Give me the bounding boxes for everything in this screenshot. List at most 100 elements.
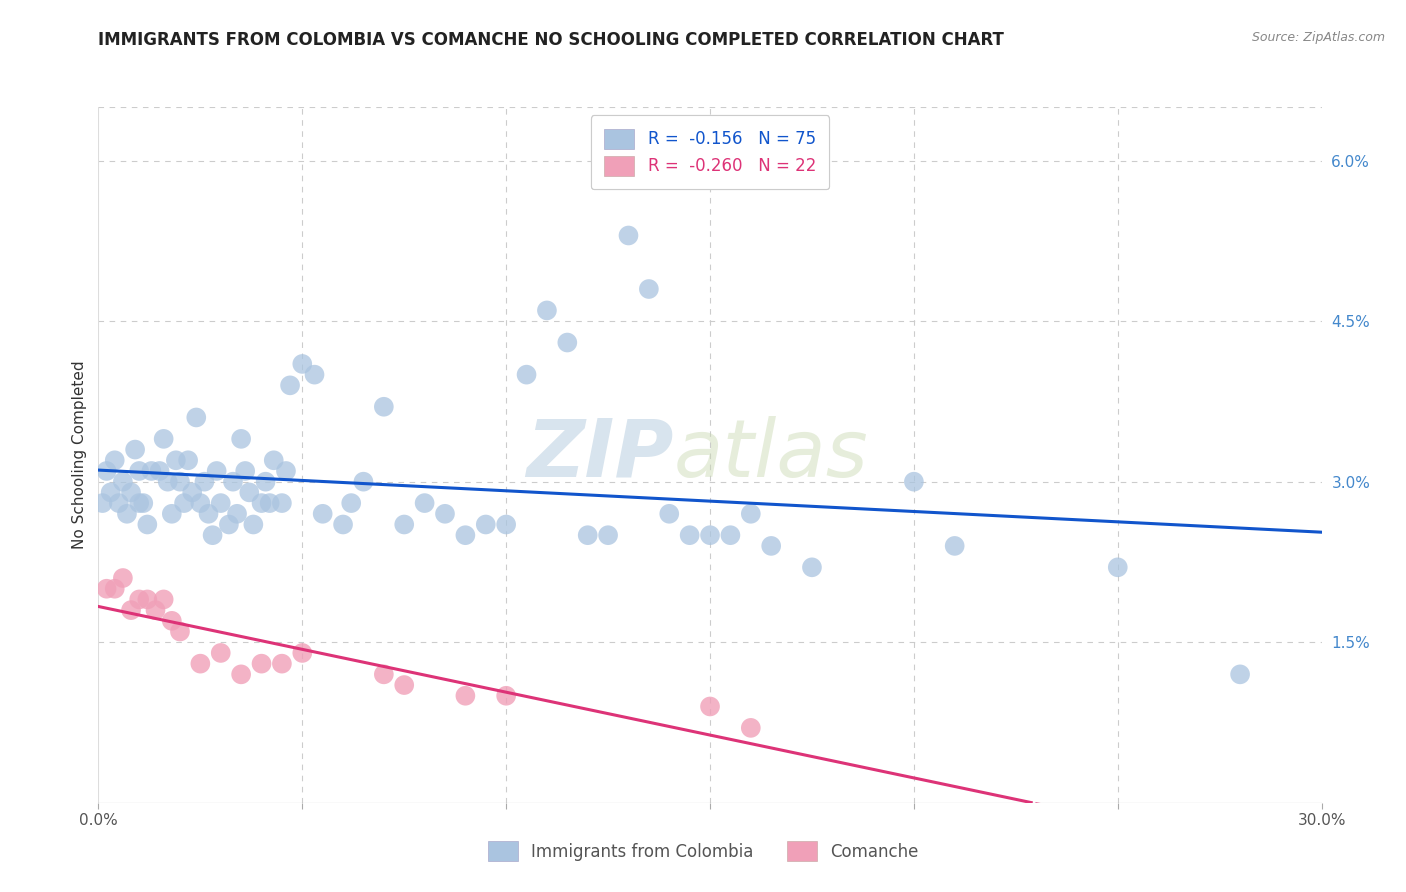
Text: Source: ZipAtlas.com: Source: ZipAtlas.com	[1251, 31, 1385, 45]
Point	[373, 400, 395, 414]
Point	[373, 667, 395, 681]
Point	[100, 485, 122, 500]
Point	[454, 689, 477, 703]
Point	[516, 368, 538, 382]
Point	[96, 582, 118, 596]
Point	[352, 475, 374, 489]
Point	[193, 475, 215, 489]
Point	[209, 496, 232, 510]
Point	[557, 335, 579, 350]
Point	[278, 378, 301, 392]
Point	[186, 410, 208, 425]
Point	[160, 507, 183, 521]
Point	[124, 442, 146, 457]
Point	[263, 453, 285, 467]
Text: ZIP: ZIP	[526, 416, 673, 494]
Point	[312, 507, 335, 521]
Point	[250, 496, 273, 510]
Point	[740, 721, 762, 735]
Point	[111, 571, 134, 585]
Point	[152, 432, 174, 446]
Point	[801, 560, 824, 574]
Point	[576, 528, 599, 542]
Point	[96, 464, 118, 478]
Point	[104, 453, 127, 467]
Point	[108, 496, 131, 510]
Point	[304, 368, 326, 382]
Point	[699, 699, 721, 714]
Point	[91, 496, 114, 510]
Point	[152, 592, 174, 607]
Point	[720, 528, 742, 542]
Point	[222, 475, 245, 489]
Point	[120, 485, 142, 500]
Point	[145, 603, 167, 617]
Point	[169, 624, 191, 639]
Point	[254, 475, 277, 489]
Point	[617, 228, 640, 243]
Point	[259, 496, 281, 510]
Point	[136, 517, 159, 532]
Point	[943, 539, 966, 553]
Point	[231, 667, 253, 681]
Point	[115, 507, 138, 521]
Point	[270, 496, 294, 510]
Point	[392, 678, 416, 692]
Point	[201, 528, 224, 542]
Point	[177, 453, 200, 467]
Point	[132, 496, 155, 510]
Point	[173, 496, 195, 510]
Point	[104, 582, 127, 596]
Point	[169, 475, 191, 489]
Point	[1229, 667, 1251, 681]
Point	[340, 496, 363, 510]
Point	[156, 475, 179, 489]
Point	[250, 657, 273, 671]
Point	[128, 592, 150, 607]
Point	[120, 603, 142, 617]
Point	[699, 528, 721, 542]
Point	[231, 432, 253, 446]
Point	[136, 592, 159, 607]
Point	[226, 507, 249, 521]
Point	[188, 496, 212, 510]
Point	[205, 464, 228, 478]
Point	[740, 507, 762, 521]
Point	[149, 464, 172, 478]
Point	[434, 507, 457, 521]
Point	[218, 517, 240, 532]
Text: IMMIGRANTS FROM COLOMBIA VS COMANCHE NO SCHOOLING COMPLETED CORRELATION CHART: IMMIGRANTS FROM COLOMBIA VS COMANCHE NO …	[98, 31, 1004, 49]
Point	[128, 464, 150, 478]
Point	[274, 464, 297, 478]
Point	[1107, 560, 1129, 574]
Point	[270, 657, 294, 671]
Point	[413, 496, 436, 510]
Point	[242, 517, 264, 532]
Y-axis label: No Schooling Completed: No Schooling Completed	[72, 360, 87, 549]
Point	[598, 528, 620, 542]
Point	[679, 528, 702, 542]
Point	[658, 507, 681, 521]
Point	[188, 657, 212, 671]
Point	[238, 485, 260, 500]
Point	[495, 689, 517, 703]
Point	[209, 646, 232, 660]
Point	[165, 453, 187, 467]
Point	[111, 475, 134, 489]
Point	[160, 614, 183, 628]
Legend: Immigrants from Colombia, Comanche: Immigrants from Colombia, Comanche	[474, 828, 932, 875]
Point	[181, 485, 204, 500]
Point	[197, 507, 219, 521]
Point	[474, 517, 498, 532]
Point	[454, 528, 477, 542]
Point	[392, 517, 416, 532]
Point	[495, 517, 517, 532]
Point	[761, 539, 783, 553]
Point	[291, 357, 314, 371]
Text: atlas: atlas	[673, 416, 868, 494]
Point	[141, 464, 163, 478]
Point	[128, 496, 150, 510]
Point	[903, 475, 925, 489]
Point	[638, 282, 661, 296]
Legend: R =  -0.156   N = 75, R =  -0.260   N = 22: R = -0.156 N = 75, R = -0.260 N = 22	[591, 115, 830, 189]
